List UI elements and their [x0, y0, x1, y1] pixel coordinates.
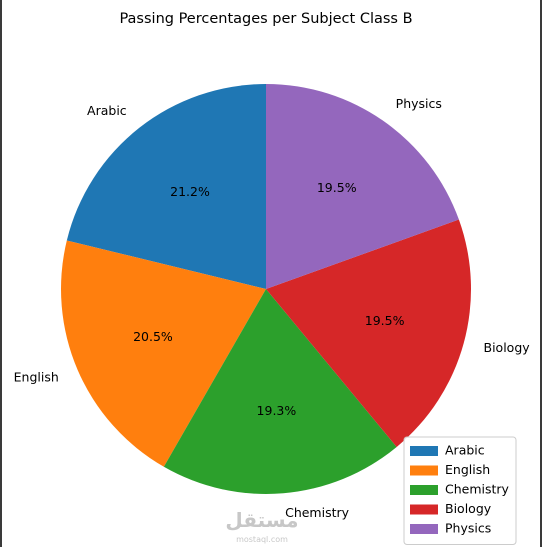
legend-swatch-chemistry	[410, 485, 438, 495]
pct-label-arabic: 21.2%	[170, 184, 210, 199]
watermark: مستقل mostaql.com	[225, 508, 298, 544]
legend-label-chemistry: Chemistry	[445, 482, 510, 497]
slice-label-chemistry: Chemistry	[285, 505, 350, 520]
legend-label-english: English	[445, 462, 490, 477]
slice-label-biology: Biology	[484, 340, 531, 355]
chart-title: Passing Percentages per Subject Class B	[119, 11, 412, 27]
slice-arabic	[66, 84, 267, 289]
legend-swatch-english	[410, 465, 438, 476]
slice-english	[61, 240, 267, 467]
pct-label-physics: 19.5%	[317, 180, 357, 195]
slice-label-physics: Physics	[396, 96, 442, 111]
percentage-labels: 21.2% 20.5% 19.3% 19.5% 19.5%	[133, 180, 405, 418]
legend-label-arabic: Arabic	[445, 443, 485, 458]
watermark-site: mostaql.com	[236, 535, 288, 544]
legend-swatch-physics	[410, 524, 438, 534]
legend-box	[403, 436, 517, 545]
legend: Arabic English Chemistry Biology Physics	[403, 436, 517, 545]
legend-label-biology: Biology	[445, 501, 492, 516]
legend-label-physics: Physics	[445, 521, 491, 536]
watermark-brand: مستقل	[225, 508, 298, 532]
legend-swatch-arabic	[410, 446, 438, 456]
slice-label-english: English	[14, 369, 59, 384]
slice-label-arabic: Arabic	[87, 103, 127, 118]
pct-label-chemistry: 19.3%	[257, 403, 297, 418]
pie-slices	[61, 84, 471, 494]
slice-biology	[266, 219, 471, 447]
legend-swatch-biology	[410, 504, 438, 515]
pct-label-english: 20.5%	[133, 329, 173, 344]
pct-label-biology: 19.5%	[365, 313, 405, 328]
slice-physics	[266, 84, 459, 289]
slice-chemistry	[163, 289, 397, 494]
slice-labels: Arabic English Chemistry Biology Physics	[14, 96, 531, 520]
